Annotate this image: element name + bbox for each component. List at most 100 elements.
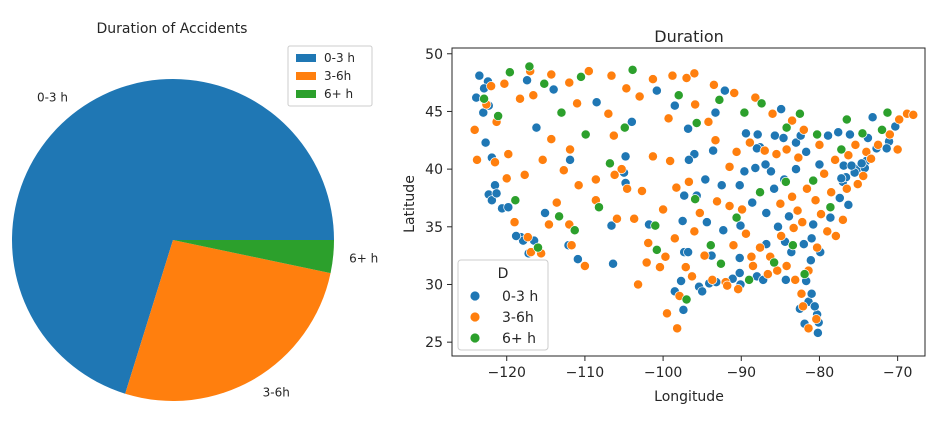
scatter-point-0-56 xyxy=(778,133,789,143)
scatter-point-2-42 xyxy=(705,240,716,251)
scatter-point-2-5 xyxy=(569,225,580,236)
scatter-point-0-84 xyxy=(833,127,844,138)
scatter-point-2-26 xyxy=(877,124,887,135)
scatter-point-1-14 xyxy=(528,90,539,101)
pie-slice-2 xyxy=(173,240,334,274)
scatter-point-1-114 xyxy=(801,183,812,194)
scatter-point-1-90 xyxy=(490,157,500,168)
scatter-point-0-20 xyxy=(522,75,533,86)
scatter-point-1-68 xyxy=(710,135,721,146)
scatter-point-2-37 xyxy=(808,175,819,186)
scatter-point-1-69 xyxy=(703,116,714,127)
y-tick-label-3: 40 xyxy=(425,162,443,178)
scatter-legend-marker-0 xyxy=(469,290,481,302)
scatter-point-1-32 xyxy=(728,240,739,251)
scatter-point-0-46 xyxy=(752,129,763,140)
scatter-point-1-64 xyxy=(759,145,770,156)
scatter-point-1-13 xyxy=(546,134,557,145)
scatter-point-2-22 xyxy=(794,108,805,119)
scatter-point-1-102 xyxy=(647,74,658,85)
scatter-point-1-27 xyxy=(680,262,691,273)
scatter-point-0-57 xyxy=(769,183,780,194)
scatter-point-1-128 xyxy=(662,308,672,319)
scatter-point-0-47 xyxy=(741,128,751,139)
scatter-point-0-21 xyxy=(548,84,559,95)
pie-slices xyxy=(12,79,334,402)
scatter-point-1-7 xyxy=(543,219,554,230)
scatter-point-1-113 xyxy=(787,191,798,202)
scatter-point-1-87 xyxy=(537,154,548,165)
pie-legend-label-2: 6+ h xyxy=(324,87,353,101)
scatter-point-1-107 xyxy=(750,92,761,103)
scatter-point-1-81 xyxy=(637,186,647,196)
scatter-point-2-28 xyxy=(690,194,701,205)
scatter-point-1-51 xyxy=(843,150,854,161)
scatter-point-0-72 xyxy=(825,212,836,223)
scatter-point-0-68 xyxy=(812,327,823,338)
scatter-point-1-112 xyxy=(775,198,786,209)
scatter-point-1-38 xyxy=(781,261,792,271)
scatter-point-1-16 xyxy=(572,98,583,109)
y-tick-label-1: 30 xyxy=(425,277,443,293)
scatter-point-1-120 xyxy=(724,201,735,211)
scatter-point-1-17 xyxy=(603,108,614,119)
scatter-point-0-109 xyxy=(760,159,771,170)
scatter-point-0-115 xyxy=(701,217,712,228)
scatter-point-0-116 xyxy=(716,180,727,191)
scatter-point-1-26 xyxy=(660,251,671,262)
scatter-point-2-29 xyxy=(651,244,662,255)
scatter-point-0-0 xyxy=(474,70,485,81)
scatter-point-1-135 xyxy=(841,183,852,194)
scatter-point-1-43 xyxy=(822,226,833,237)
scatter-point-1-19 xyxy=(590,174,601,185)
pie-title: Duration of Accidents xyxy=(97,21,248,37)
scatter-point-0-128 xyxy=(856,158,867,169)
scatter-point-1-119 xyxy=(737,204,748,215)
scatter-point-1-97 xyxy=(564,77,575,88)
scatter-point-1-65 xyxy=(744,137,755,148)
scatter-point-0-29 xyxy=(677,216,688,226)
scatter-point-1-22 xyxy=(612,213,622,224)
scatter-point-0-4 xyxy=(480,137,491,148)
scatter-point-0-39 xyxy=(734,180,745,191)
x-tick-label-0: −120 xyxy=(488,365,526,381)
scatter-point-1-29 xyxy=(699,250,710,261)
scatter-point-0-7 xyxy=(486,195,497,206)
scatter-point-0-61 xyxy=(734,252,745,263)
scatter-point-1-4 xyxy=(522,232,533,243)
scatter-point-1-67 xyxy=(724,161,735,172)
scatter-point-0-113 xyxy=(678,304,689,315)
scatter-point-1-86 xyxy=(558,165,569,176)
scatter-point-0-8 xyxy=(490,180,500,191)
scatter-title: Duration xyxy=(654,27,724,46)
scatter-point-0-120 xyxy=(491,188,502,199)
scatter-point-1-24 xyxy=(643,238,654,248)
pie-slice-1 xyxy=(125,240,331,402)
pie-slice-0 xyxy=(12,79,334,394)
scatter-point-2-24 xyxy=(841,114,852,125)
scatter-point-0-53 xyxy=(801,146,812,157)
scatter-legend-marker-2 xyxy=(469,332,481,344)
scatter-point-1-96 xyxy=(546,69,557,80)
scatter-point-0-95 xyxy=(739,166,750,177)
scatter-point-0-127 xyxy=(846,160,857,171)
scatter-point-1-92 xyxy=(469,124,480,135)
x-tick-label-4: −80 xyxy=(805,365,835,381)
scatter-point-2-3 xyxy=(533,242,543,253)
scatter-legend-frame xyxy=(457,259,549,351)
scatter-point-1-15 xyxy=(515,93,525,104)
scatter-x-ticks: −120 −110 −100 −90 −80 −70 xyxy=(488,356,912,381)
scatter-point-0-74 xyxy=(806,233,817,244)
scatter-point-1-33 xyxy=(741,228,751,239)
scatter-point-1-54 xyxy=(866,153,877,164)
scatter-point-0-54 xyxy=(791,137,801,148)
scatter-point-1-60 xyxy=(892,144,903,155)
scatter-point-2-40 xyxy=(755,187,765,198)
scatter-point-1-28 xyxy=(687,271,697,282)
scatter-point-0-123 xyxy=(806,288,817,299)
scatter-point-0-37 xyxy=(718,225,729,236)
pie-legend: 0-3 h 3-6h 6+ h xyxy=(287,45,373,107)
scatter-point-2-11 xyxy=(539,78,550,89)
scatter-point-1-23 xyxy=(641,257,652,268)
